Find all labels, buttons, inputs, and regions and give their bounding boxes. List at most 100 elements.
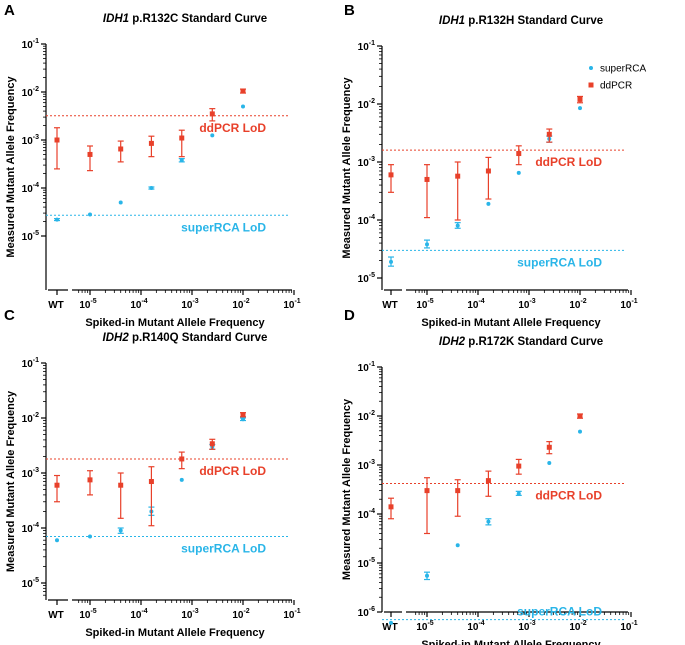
tick-exp: -4: [369, 214, 375, 221]
chart-title: IDH1 p.R132C Standard Curve: [103, 13, 267, 25]
y-tick-label: 10-3: [358, 156, 375, 169]
tick-base: 10: [620, 300, 632, 311]
tick-base: 10: [22, 524, 34, 535]
data-point: [240, 412, 246, 418]
tick-base: 10: [358, 100, 370, 111]
title-rest: p.R132H Standard Curve: [465, 15, 603, 27]
panel-letter: B: [344, 2, 355, 19]
y-tick-label: 10-4: [358, 508, 375, 521]
data-point: [388, 504, 394, 510]
series-ddPCR: [388, 95, 583, 221]
tick-base: 10: [79, 610, 91, 621]
tick-exp: -1: [631, 620, 637, 627]
lod-label: superRCA LoD: [181, 542, 266, 556]
tick-exp: -2: [33, 412, 39, 419]
panel-A: A IDH1 p.R132C Standard Curve10-510-410-3…: [4, 2, 301, 329]
tick-exp: -5: [33, 577, 39, 584]
tick-base: 10: [518, 300, 530, 311]
y-axis-label: Measured Mutant Allele Frequency: [341, 77, 353, 259]
tick-exp: -4: [478, 620, 484, 627]
tick-base: 10: [358, 216, 370, 227]
tick-exp: -1: [294, 298, 300, 305]
data-point: [389, 620, 393, 625]
tick-exp: -1: [369, 361, 375, 368]
x-wt-label: WT: [48, 610, 64, 621]
x-tick-label: 10-4: [467, 620, 484, 633]
tick-exp: -2: [243, 608, 249, 615]
data-point: [54, 137, 60, 143]
tick-exp: -3: [192, 608, 198, 615]
tick-base: 10: [467, 622, 479, 633]
x-tick-label: 10-1: [283, 298, 300, 311]
y-tick-label: 10-2: [22, 86, 39, 99]
data-point: [455, 173, 461, 179]
data-point: [54, 482, 60, 488]
x-tick-label: 10-3: [181, 608, 198, 621]
series-superRCA: [54, 104, 245, 222]
tick-exp: -5: [90, 298, 96, 305]
x-tick-label: 10-5: [79, 608, 96, 621]
tick-exp: -2: [33, 86, 39, 93]
chart-title: IDH2 p.R140Q Standard Curve: [103, 332, 268, 344]
tick-base: 10: [620, 622, 632, 633]
series-ddPCR: [388, 413, 583, 535]
title-gene: IDH2: [103, 332, 130, 344]
x-tick-label: 10-1: [620, 620, 637, 633]
legend-marker: [589, 66, 593, 70]
x-wt-label: WT: [48, 300, 64, 311]
series-superRCA: [389, 429, 582, 625]
chart-title: IDH2 p.R172K Standard Curve: [439, 336, 603, 348]
tick-base: 10: [358, 363, 370, 374]
y-tick-label: 10-5: [22, 230, 39, 243]
data-point: [389, 259, 393, 264]
y-tick-label: 10-3: [22, 134, 39, 147]
legend-label: ddPCR: [600, 81, 632, 92]
tick-base: 10: [130, 610, 142, 621]
data-point: [55, 538, 59, 543]
data-point: [516, 491, 521, 496]
data-point: [388, 172, 394, 178]
x-axis-label: Spiked-in Mutant Allele Frequency: [85, 317, 265, 329]
tick-exp: -3: [369, 156, 375, 163]
x-tick-label: 10-4: [467, 298, 484, 311]
series-superRCA: [388, 106, 582, 267]
x-tick-label: 10-4: [130, 608, 147, 621]
data-point: [577, 96, 583, 102]
tick-base: 10: [358, 461, 370, 472]
y-tick-label: 10-2: [22, 412, 39, 425]
tick-base: 10: [79, 300, 91, 311]
tick-base: 10: [22, 40, 34, 51]
tick-exp: -3: [33, 134, 39, 141]
tick-exp: -1: [33, 357, 39, 364]
y-tick-label: 10-1: [22, 357, 39, 370]
data-point: [425, 573, 429, 578]
data-point: [424, 488, 430, 494]
x-tick-label: 10-5: [416, 298, 433, 311]
x-tick-label: 10-1: [620, 298, 637, 311]
tick-exp: -2: [369, 410, 375, 417]
x-axis-label: Spiked-in Mutant Allele Frequency: [85, 627, 265, 639]
x-tick-label: 10-4: [130, 298, 147, 311]
lod-label: superRCA LoD: [517, 605, 602, 619]
data-point: [209, 111, 215, 117]
data-point: [88, 212, 92, 217]
tick-base: 10: [181, 300, 193, 311]
tick-exp: -3: [369, 459, 375, 466]
y-tick-label: 10-6: [358, 606, 375, 619]
data-point: [486, 201, 491, 206]
x-tick-label: 10-5: [416, 620, 433, 633]
tick-exp: -4: [33, 522, 39, 529]
x-tick-label: 10-3: [181, 298, 198, 311]
tick-base: 10: [181, 610, 193, 621]
data-point: [118, 482, 124, 488]
series-ddPCR: [54, 412, 246, 527]
data-point: [240, 88, 246, 94]
tick-exp: -4: [33, 182, 39, 189]
tick-base: 10: [358, 274, 370, 285]
data-point: [577, 413, 583, 419]
data-point: [209, 441, 215, 447]
tick-base: 10: [358, 412, 370, 423]
data-point: [149, 186, 154, 190]
